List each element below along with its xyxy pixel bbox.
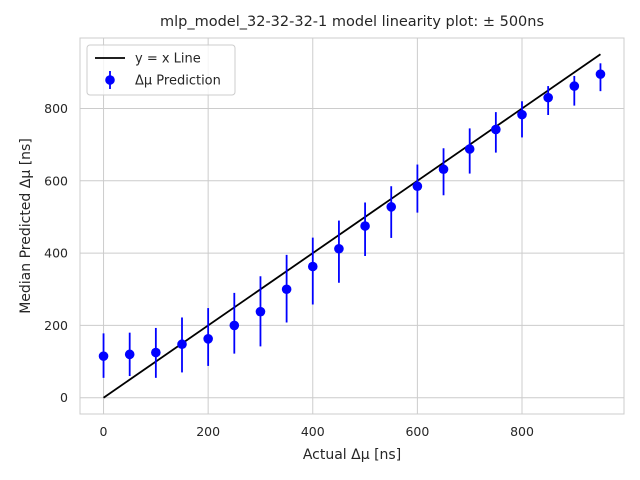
data-point (517, 109, 527, 120)
y-tick-label: 600 (44, 173, 68, 188)
data-point (569, 81, 580, 91)
x-tick-label: 200 (196, 424, 220, 439)
y-tick-label: 800 (44, 101, 68, 116)
x-tick-label: 600 (405, 424, 429, 439)
legend: y = x Line Δμ Prediction (86, 44, 236, 96)
y-axis-label: Median Predicted Δμ [ns] (18, 138, 34, 314)
x-tick-label: 800 (510, 424, 534, 439)
y-tick-label: 400 (44, 246, 68, 261)
data-point (124, 349, 135, 360)
data-point (98, 351, 109, 361)
data-point (281, 284, 292, 295)
reference-line (103, 53, 601, 399)
data-point (360, 221, 370, 231)
data-point (255, 306, 266, 317)
y-tick-label: 0 (60, 390, 68, 405)
data-layer (98, 63, 606, 378)
tick-labels: 0 200 400 600 800 0 200 400 600 800 (44, 101, 534, 439)
data-point (177, 339, 187, 350)
legend-entry-reference-line: y = x Line (135, 52, 201, 67)
x-axis-label: Actual Δμ [ns] (303, 447, 401, 463)
reference-line-layer (103, 53, 601, 399)
data-point (412, 181, 423, 192)
x-tick-label: 0 (100, 424, 108, 439)
legend-point-swatch (105, 75, 115, 85)
data-point (151, 347, 161, 358)
data-point (491, 124, 501, 135)
data-point (334, 243, 344, 254)
data-point (386, 202, 397, 212)
data-point (543, 92, 553, 103)
chart-title: mlp_model_32-32-32-1 model linearity plo… (160, 14, 544, 30)
axes-frame (79, 37, 625, 415)
y-tick-label: 200 (44, 318, 68, 333)
legend-entry-prediction: Δμ Prediction (135, 74, 221, 89)
data-point (307, 261, 318, 272)
grid (80, 38, 624, 414)
data-point (438, 164, 449, 175)
data-point (203, 334, 213, 344)
data-point (595, 69, 606, 79)
data-point (229, 320, 240, 331)
data-point (464, 144, 475, 154)
x-tick-label: 400 (301, 424, 325, 439)
